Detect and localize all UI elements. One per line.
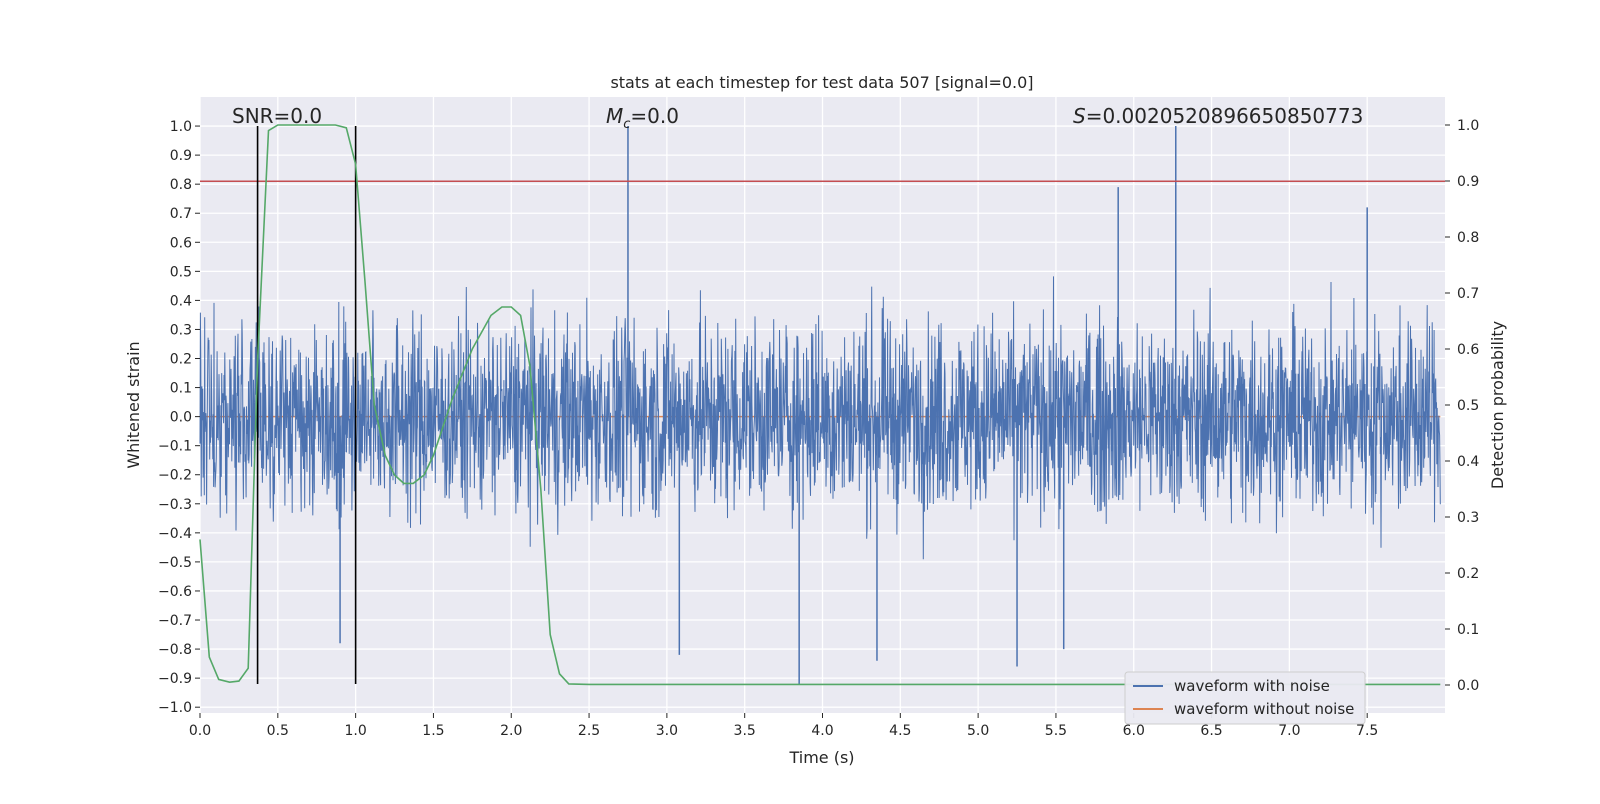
x-tick-label: 3.0 bbox=[656, 723, 678, 739]
x-axis-label: Time (s) bbox=[788, 748, 854, 767]
y2-tick-label: 0.0 bbox=[1457, 678, 1479, 694]
y-tick-label: −0.2 bbox=[158, 468, 192, 484]
y-tick-label: 0.6 bbox=[170, 235, 192, 251]
y2-tick-label: 0.7 bbox=[1457, 286, 1479, 302]
y-tick-label: 0.7 bbox=[170, 206, 192, 222]
y2-tick-label: 0.1 bbox=[1457, 622, 1479, 638]
y-tick-label: −0.7 bbox=[158, 613, 192, 629]
y-tick-label: 0.5 bbox=[170, 264, 192, 280]
y-tick-label: −0.1 bbox=[158, 439, 192, 455]
snr-annotation: SNR=0.0 bbox=[232, 104, 322, 128]
y-tick-label: −0.3 bbox=[158, 497, 192, 513]
x-tick-label: 6.0 bbox=[1123, 723, 1145, 739]
y-tick-label: 1.0 bbox=[170, 119, 192, 135]
y-ticks: −1.0 −0.9 −0.8 −0.7 −0.6 −0.5 −0.4 −0.3 −0.2 −0.1… bbox=[158, 119, 200, 716]
x-tick-label: 4.5 bbox=[889, 723, 911, 739]
y-tick-label: −0.4 bbox=[158, 526, 192, 542]
y-tick-label: −0.9 bbox=[158, 671, 192, 687]
legend-label-noisy: waveform with noise bbox=[1174, 677, 1330, 695]
y-tick-label: −0.8 bbox=[158, 642, 192, 658]
y-axis-label: Whitened strain bbox=[124, 341, 143, 468]
x-tick-label: 3.5 bbox=[734, 723, 756, 739]
legend-label-clean: waveform without noise bbox=[1174, 700, 1354, 718]
x-tick-label: 1.0 bbox=[344, 723, 366, 739]
x-tick-label: 2.0 bbox=[500, 723, 522, 739]
x-tick-label: 0.0 bbox=[189, 723, 211, 739]
legend: waveform with noise waveform without noi… bbox=[1125, 672, 1365, 724]
y-tick-label: 0.9 bbox=[170, 148, 192, 164]
y2-axis-label: Detection probability bbox=[1488, 321, 1507, 489]
y2-tick-label: 0.8 bbox=[1457, 230, 1479, 246]
x-tick-label: 4.0 bbox=[811, 723, 833, 739]
y2-ticks: 0.0 0.1 0.2 0.3 0.4 0.5 0.6 0.7 0.8 0.9 1.0 bbox=[1445, 118, 1479, 694]
x-tick-label: 5.5 bbox=[1045, 723, 1067, 739]
detection-chart: 0.0 0.5 1.0 1.5 2.0 2.5 3.0 3.5 4.0 4.5 5.0 5.5 6.0 6… bbox=[0, 0, 1600, 800]
y-tick-label: −0.6 bbox=[158, 584, 192, 600]
x-tick-label: 0.5 bbox=[267, 723, 289, 739]
x-tick-label: 5.0 bbox=[967, 723, 989, 739]
chirp-mass-value: =0.0 bbox=[630, 104, 679, 128]
y-tick-label: −0.5 bbox=[158, 555, 192, 571]
score-value: =0.0020520896650850773 bbox=[1086, 104, 1364, 128]
score-annotation: S=0.0020520896650850773 bbox=[1073, 104, 1363, 128]
y2-tick-label: 0.6 bbox=[1457, 342, 1479, 358]
x-tick-label: 7.5 bbox=[1356, 723, 1378, 739]
x-tick-label: 2.5 bbox=[578, 723, 600, 739]
y2-tick-label: 0.9 bbox=[1457, 174, 1479, 190]
x-tick-label: 7.0 bbox=[1278, 723, 1300, 739]
y-tick-label: 0.4 bbox=[170, 293, 192, 309]
chart-root: 0.0 0.5 1.0 1.5 2.0 2.5 3.0 3.5 4.0 4.5 5.0 5.5 6.0 6… bbox=[0, 0, 1600, 800]
y2-tick-label: 1.0 bbox=[1457, 118, 1479, 134]
chirp-mass-symbol: M bbox=[606, 104, 623, 128]
chart-title: stats at each timestep for test data 507… bbox=[610, 73, 1033, 92]
y-tick-label: −1.0 bbox=[158, 700, 192, 716]
y2-tick-label: 0.2 bbox=[1457, 566, 1479, 582]
y-tick-label: 0.0 bbox=[170, 410, 192, 426]
y-tick-label: 0.8 bbox=[170, 177, 192, 193]
y2-tick-label: 0.5 bbox=[1457, 398, 1479, 414]
x-tick-label: 6.5 bbox=[1200, 723, 1222, 739]
y-tick-label: 0.2 bbox=[170, 352, 192, 368]
y-tick-label: 0.1 bbox=[170, 381, 192, 397]
chirp-mass-annotation: Mc=0.0 bbox=[606, 104, 679, 132]
chirp-mass-subscript: c bbox=[623, 117, 630, 132]
y2-tick-label: 0.3 bbox=[1457, 510, 1479, 526]
y2-tick-label: 0.4 bbox=[1457, 454, 1479, 470]
y-tick-label: 0.3 bbox=[170, 322, 192, 338]
x-tick-label: 1.5 bbox=[422, 723, 444, 739]
score-symbol: S bbox=[1073, 104, 1086, 128]
